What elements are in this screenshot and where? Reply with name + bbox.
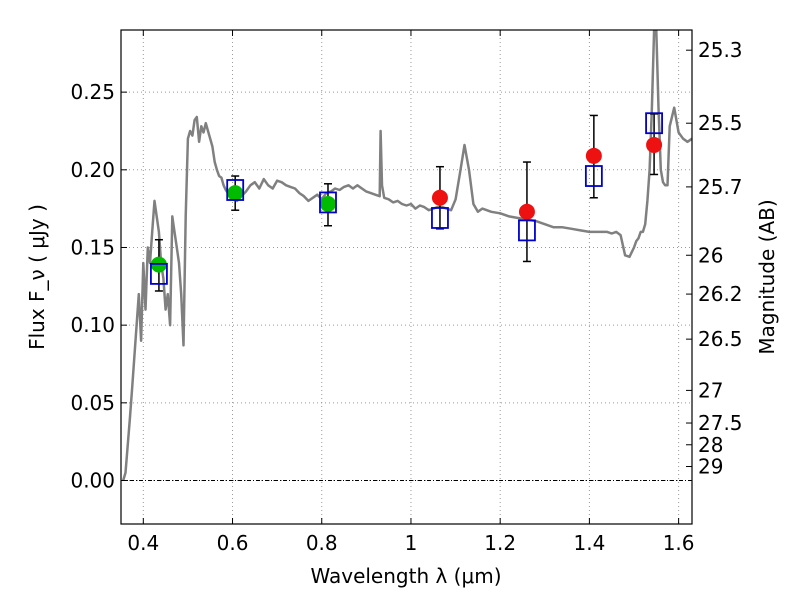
plot-frame	[120, 29, 693, 525]
axis-ticks	[121, 30, 692, 524]
y-tick-label: 0.15	[70, 235, 115, 259]
x-tick-label: 0.4	[127, 531, 159, 555]
model-photometry-box	[584, 165, 603, 187]
model-photometry-box	[431, 207, 449, 229]
x-tick-label: 1.4	[573, 531, 605, 555]
y-tick-label: 0.00	[70, 469, 115, 493]
y2-tick-label: 26.2	[698, 282, 743, 306]
y2-tick-label: 27.5	[698, 411, 743, 435]
y-tick-label: 0.10	[70, 313, 115, 337]
red-data-point	[585, 147, 602, 164]
y2-tick-label: 25.7	[698, 175, 743, 199]
green-data-point	[319, 195, 336, 212]
sed-model-curve	[122, 30, 692, 481]
x-tick-label: 0.8	[306, 531, 338, 555]
x-tick-label: 0.6	[217, 531, 249, 555]
sed-curve-group	[122, 30, 692, 481]
model-photometry-box	[226, 179, 245, 201]
red-data-point	[646, 136, 663, 153]
red-data-point	[518, 203, 535, 220]
x-tick-label: 1.6	[663, 531, 695, 555]
model-boxes	[150, 112, 663, 285]
y-tick-label: 0.05	[70, 391, 115, 415]
y2-tick-label: 26.5	[698, 327, 743, 351]
y2-tick-label: 28	[698, 433, 723, 457]
green-data-point	[227, 185, 244, 202]
x-tick-label: 1	[405, 531, 418, 555]
y-tick-label: 0.20	[70, 158, 115, 182]
y2-tick-label: 25.3	[698, 38, 743, 62]
y-tick-label: 0.25	[70, 80, 115, 104]
y-axis-label: Flux F_ν ( μJy )	[25, 204, 49, 350]
y2-tick-label: 25.5	[698, 111, 743, 135]
red-data-point	[431, 189, 448, 206]
model-photometry-box	[150, 262, 168, 285]
y2-tick-label: 26	[698, 243, 723, 267]
plot-background	[121, 30, 692, 524]
y2-tick-label: 29	[698, 455, 723, 479]
tick-labels: 0.4 0.6 0.8 1 1.2 1.4 1.6 0.00 0.05 0.10 0.15 0.20 0…	[70, 38, 742, 555]
y2-tick-label: 27	[698, 378, 723, 402]
x-axis-label: Wavelength λ (μm)	[310, 564, 501, 588]
model-photometry-box	[518, 219, 536, 242]
y2-axis-label: Magnitude (AB)	[755, 199, 779, 354]
model-photometry-box	[319, 191, 337, 214]
model-photometry-box	[645, 112, 663, 135]
x-tick-label: 1.2	[484, 531, 516, 555]
